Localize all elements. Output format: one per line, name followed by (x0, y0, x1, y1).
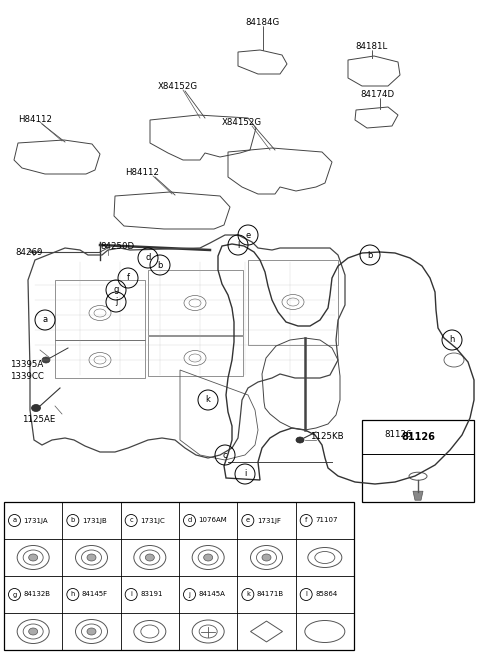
Text: 84145A: 84145A (199, 592, 226, 598)
Text: j: j (115, 298, 117, 306)
Text: 1125AE: 1125AE (22, 415, 55, 424)
Text: k: k (205, 396, 210, 405)
Text: 84269: 84269 (15, 248, 42, 257)
Text: f: f (305, 518, 307, 523)
Text: e: e (245, 230, 251, 239)
Text: 1125KB: 1125KB (310, 432, 344, 441)
Text: 1731JF: 1731JF (257, 518, 281, 523)
Text: 84250D: 84250D (100, 242, 134, 251)
Text: 85864: 85864 (315, 592, 337, 598)
Text: i: i (130, 592, 132, 598)
Text: 81126: 81126 (384, 430, 412, 439)
Text: k: k (246, 592, 250, 598)
Text: c: c (129, 518, 133, 523)
Bar (4, 502, 354, 650)
Bar (248, 260, 338, 345)
Bar (55, 280, 145, 340)
Text: g: g (12, 592, 17, 598)
Text: X84152G: X84152G (222, 118, 262, 127)
Text: h: h (71, 592, 75, 598)
Text: H84112: H84112 (125, 168, 159, 177)
Bar (362, 420, 474, 502)
Ellipse shape (29, 628, 37, 635)
Text: 13395A: 13395A (10, 360, 43, 369)
Text: 83191: 83191 (140, 592, 163, 598)
Text: 84171B: 84171B (257, 592, 284, 598)
Text: 1339CC: 1339CC (10, 372, 44, 381)
Text: c: c (223, 451, 228, 459)
Text: 84132B: 84132B (24, 592, 50, 598)
Text: 1731JA: 1731JA (24, 518, 48, 523)
Bar (55, 340, 145, 378)
Text: b: b (71, 518, 75, 523)
Text: 1731JB: 1731JB (82, 518, 107, 523)
Text: 84145F: 84145F (82, 592, 108, 598)
Text: i: i (244, 470, 246, 478)
Ellipse shape (145, 554, 155, 561)
Text: 1076AM: 1076AM (199, 518, 227, 523)
Text: l: l (305, 592, 307, 598)
Text: b: b (367, 251, 372, 260)
Text: d: d (187, 518, 192, 523)
Ellipse shape (87, 628, 96, 635)
Text: X84152G: X84152G (158, 82, 198, 91)
Text: 84184G: 84184G (245, 18, 279, 27)
Text: 84174D: 84174D (360, 90, 394, 99)
Text: 71107: 71107 (315, 518, 337, 523)
Text: H84112: H84112 (18, 115, 52, 124)
Text: b: b (157, 260, 163, 270)
Ellipse shape (262, 554, 271, 561)
Text: l: l (237, 241, 239, 249)
Ellipse shape (87, 554, 96, 561)
Text: 81126: 81126 (401, 432, 435, 442)
Polygon shape (413, 491, 423, 501)
Text: g: g (113, 285, 119, 295)
Text: h: h (449, 335, 455, 344)
Ellipse shape (32, 405, 40, 411)
Text: a: a (12, 518, 17, 523)
Ellipse shape (42, 357, 50, 363)
Text: e: e (246, 518, 250, 523)
Text: a: a (42, 316, 48, 325)
Text: d: d (145, 253, 151, 262)
Ellipse shape (29, 554, 37, 561)
Ellipse shape (204, 554, 213, 561)
Text: 1731JC: 1731JC (140, 518, 165, 523)
Bar (148, 336, 243, 376)
Text: f: f (127, 274, 130, 283)
Ellipse shape (296, 437, 304, 443)
Bar (148, 270, 243, 335)
Text: j: j (189, 592, 191, 598)
Text: 84181L: 84181L (355, 42, 387, 51)
